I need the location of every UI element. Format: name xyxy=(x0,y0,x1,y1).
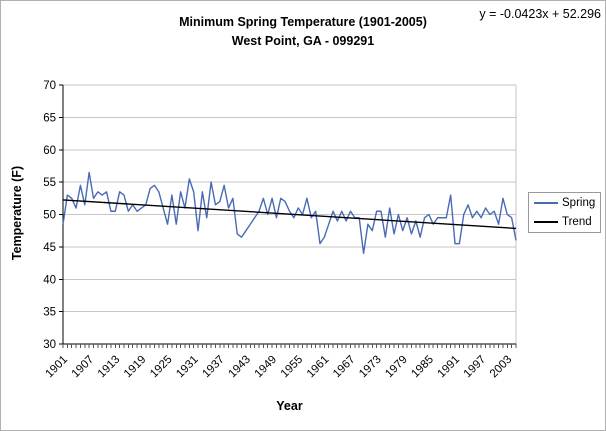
x-tick-label: 1991 xyxy=(436,354,463,381)
legend-entry-trend: Trend xyxy=(534,214,600,230)
y-tick-label: 40 xyxy=(43,274,56,286)
x-tick-label: 1937 xyxy=(200,354,227,381)
y-tick-label: 30 xyxy=(43,339,56,351)
x-tick-label: 1931 xyxy=(174,354,201,381)
x-tick-label: 1967 xyxy=(331,354,358,381)
x-tick-label: 1901 xyxy=(44,354,71,381)
trend-equation-label: y = -0.0423x + 52.296 xyxy=(479,7,601,21)
x-axis-title: Year xyxy=(276,399,303,413)
x-tick-label: 1955 xyxy=(279,354,306,381)
x-tick-label: 1979 xyxy=(383,354,410,381)
x-tick-label: 1997 xyxy=(462,354,489,381)
y-tick-label: 70 xyxy=(43,80,56,92)
legend-label-trend: Trend xyxy=(562,216,592,228)
x-tick-label: 1907 xyxy=(70,354,97,381)
legend-entry-spring: Spring xyxy=(534,195,600,211)
x-tick-label: 1949 xyxy=(253,354,280,381)
x-tick-label: 1973 xyxy=(357,354,384,381)
x-tick-label: 1919 xyxy=(122,354,149,381)
legend-label-spring: Spring xyxy=(562,197,596,209)
chart-subtitle: West Point, GA - 099291 xyxy=(231,34,375,48)
spring-line-sample xyxy=(534,202,558,204)
trend-line-sample xyxy=(534,221,558,223)
x-tick-label: 1961 xyxy=(305,354,332,381)
y-tick-label: 45 xyxy=(43,242,56,254)
y-tick-label: 50 xyxy=(43,210,56,222)
x-tick-label: 1913 xyxy=(96,354,123,381)
x-tick-label: 2003 xyxy=(488,354,515,381)
x-tick-label: 1925 xyxy=(148,354,175,381)
series-line-spring xyxy=(62,171,517,255)
x-tick-label: 1943 xyxy=(226,354,253,381)
y-tick-label: 35 xyxy=(43,307,56,319)
trend-line xyxy=(62,199,517,230)
chart-title-block: Minimum Spring Temperature (1901-2005) W… xyxy=(1,13,605,51)
y-tick-label: 60 xyxy=(43,145,56,157)
y-tick-label: 65 xyxy=(43,112,56,124)
chart-title: Minimum Spring Temperature (1901-2005) xyxy=(179,15,427,29)
legend: Spring Trend xyxy=(528,192,601,233)
x-tick-label: 1985 xyxy=(409,354,436,381)
y-tick-label: 55 xyxy=(43,177,56,189)
